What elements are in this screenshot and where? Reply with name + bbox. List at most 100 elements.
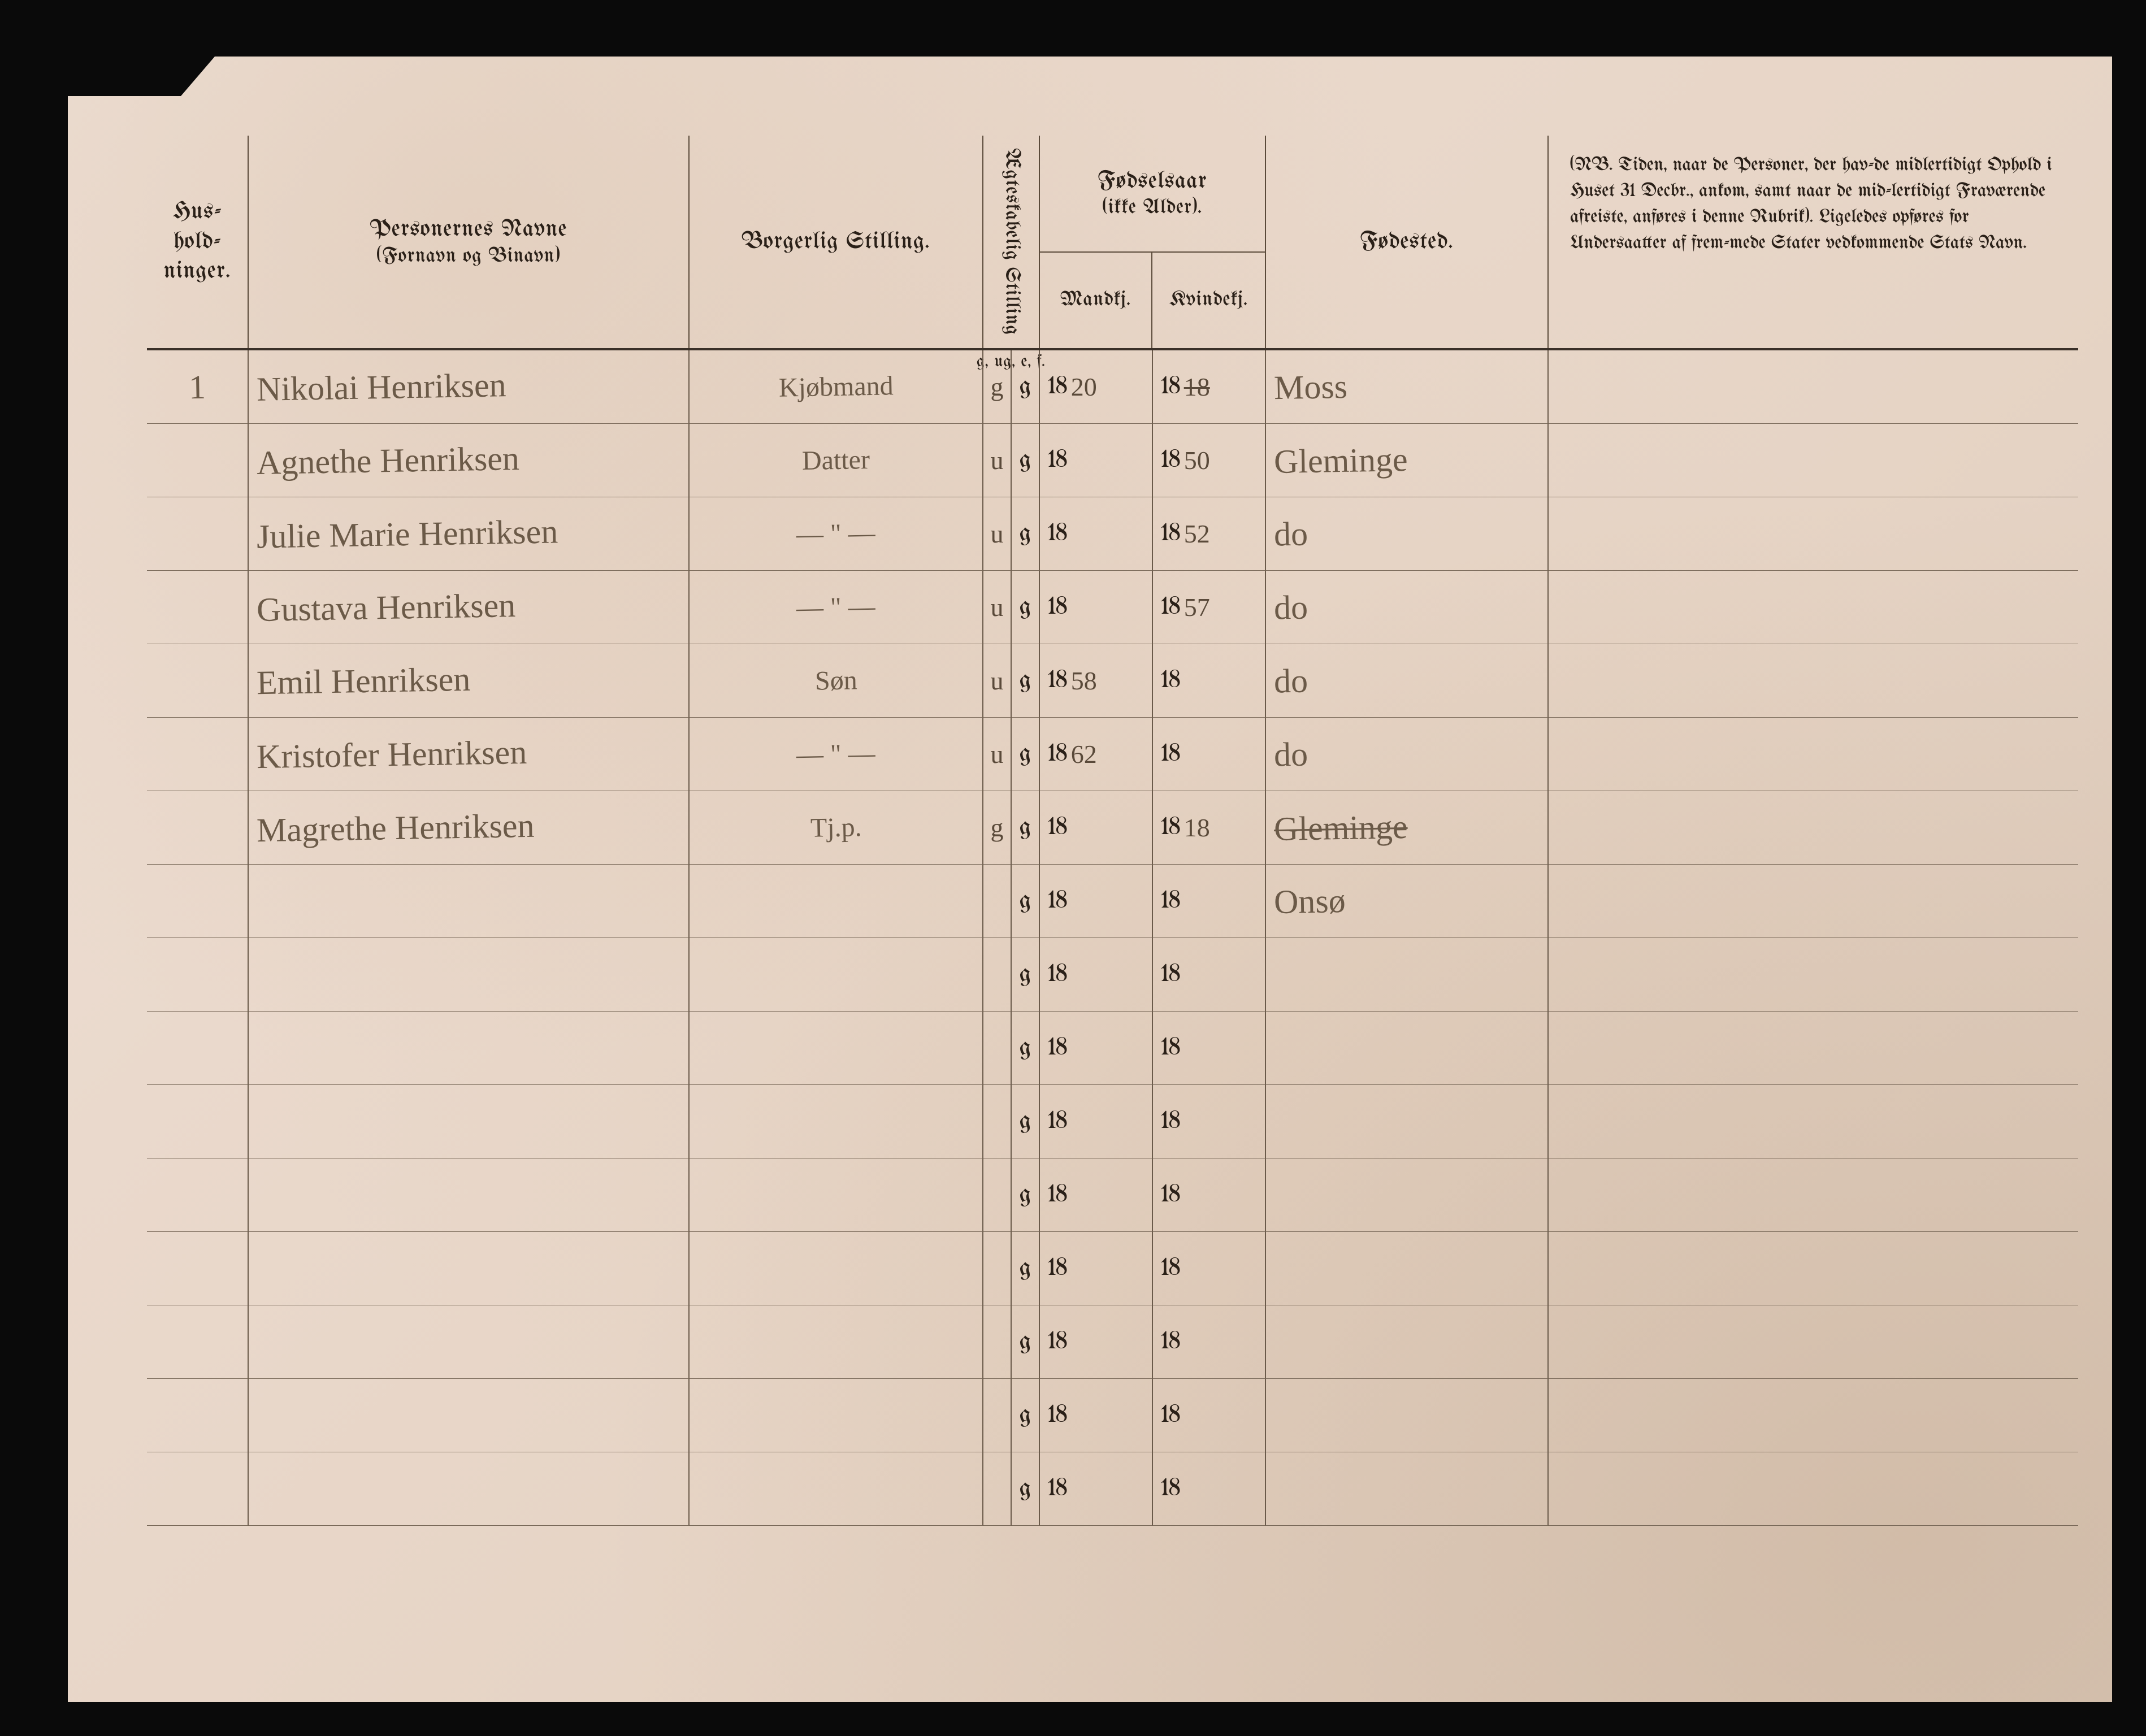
cell-stilling	[690, 1232, 983, 1305]
header-husholdninger: Hus- hold- ninger.	[147, 136, 249, 348]
cell-nb	[1549, 644, 2078, 718]
cell-mandkj: 18	[1040, 1379, 1153, 1452]
aegte-print-value: g	[1020, 374, 1031, 400]
header-stilling: Borgerlig Stilling.	[690, 136, 983, 348]
cell-aegte-print: g	[1012, 571, 1040, 644]
cell-husholdninger	[147, 644, 249, 718]
kvindekj-year-suffix: 52	[1184, 519, 1210, 549]
cell-kvindekj: 1818	[1153, 791, 1266, 865]
table-row: 1Nikolai HenriksenKjøbmandgg18201818Moss	[147, 350, 2078, 424]
cell-kvindekj: 18	[1153, 1305, 1266, 1379]
cell-aegte-hand	[983, 1452, 1012, 1526]
aegte-hand-value: g	[991, 813, 1004, 843]
stilling-value: Kjøbmand	[778, 372, 893, 402]
cell-nb	[1549, 865, 2078, 938]
cell-fodested	[1266, 1232, 1549, 1305]
aegte-print-value: g	[1020, 1476, 1031, 1502]
cell-stilling	[690, 938, 983, 1012]
cell-husholdninger	[147, 718, 249, 791]
cell-nb	[1549, 497, 2078, 571]
aegte-print-value: g	[1020, 888, 1031, 914]
cell-fodested	[1266, 1012, 1549, 1085]
cell-husholdninger: 1	[147, 350, 249, 424]
table-row: g1818	[147, 1452, 2078, 1526]
aegte-print-value: g	[1020, 668, 1031, 694]
cell-fodested: do	[1266, 571, 1549, 644]
header-aegteskabelig-label: Ægteskabelig Stilling	[1001, 148, 1022, 335]
cell-navn	[249, 1085, 690, 1158]
cell-fodested: do	[1266, 718, 1549, 791]
cell-aegte-print: g	[1012, 1232, 1040, 1305]
cell-fodested	[1266, 1085, 1549, 1158]
table-row: g1818Onsø	[147, 865, 2078, 938]
cell-navn	[249, 865, 690, 938]
stilling-value: Tj.p.	[810, 814, 861, 842]
navn-value: Magrethe Henriksen	[257, 808, 535, 847]
navn-value: Kristofer Henriksen	[257, 735, 527, 773]
cell-aegte-print: g	[1012, 865, 1040, 938]
kvindekj-year-prefix: 18	[1161, 521, 1181, 547]
cell-mandkj: 18	[1040, 1085, 1153, 1158]
cell-navn	[249, 1158, 690, 1232]
cell-mandkj: 18	[1040, 1012, 1153, 1085]
mandkj-year-prefix: 18	[1048, 374, 1068, 400]
mandkj-year-prefix: 18	[1048, 1403, 1068, 1429]
cell-mandkj: 18	[1040, 1158, 1153, 1232]
cell-kvindekj: 18	[1153, 1232, 1266, 1305]
cell-husholdninger	[147, 1452, 249, 1526]
mandkj-year-prefix: 18	[1048, 1109, 1068, 1135]
table-row: g1818	[147, 1158, 2078, 1232]
cell-mandkj: 18	[1040, 938, 1153, 1012]
cell-aegte-hand	[983, 865, 1012, 938]
cell-aegte-print: g	[1012, 1012, 1040, 1085]
cell-fodested: do	[1266, 644, 1549, 718]
cell-mandkj: 18	[1040, 865, 1153, 938]
cell-navn	[249, 1232, 690, 1305]
kvindekj-year-prefix: 18	[1161, 888, 1181, 914]
cell-mandkj: 1820	[1040, 350, 1153, 424]
cell-kvindekj: 1850	[1153, 424, 1266, 497]
cell-nb	[1549, 1305, 2078, 1379]
cell-aegte-print: g	[1012, 791, 1040, 865]
fodested-value: do	[1273, 590, 1308, 624]
table-row: g 1818	[147, 1012, 2078, 1085]
kvindekj-year-prefix: 18	[1161, 1109, 1181, 1135]
cell-fodested	[1266, 1379, 1549, 1452]
aegte-print-value: g	[1020, 1329, 1031, 1355]
aegte-hand-value: u	[991, 592, 1004, 622]
kvindekj-year-prefix: 18	[1161, 815, 1181, 841]
cell-fodested: Gleminge	[1266, 791, 1549, 865]
fodested-value: Gleminge	[1273, 809, 1408, 845]
header-navne-sublabel: (Fornavn og Binavn)	[377, 245, 561, 269]
header-kvindekj: Kvindekj.	[1152, 253, 1265, 348]
cell-husholdninger	[147, 791, 249, 865]
cell-nb	[1549, 1452, 2078, 1526]
cell-aegte-print: g	[1012, 1085, 1040, 1158]
cell-kvindekj: 18	[1153, 1012, 1266, 1085]
header-navne: Personernes Navne (Fornavn og Binavn)	[249, 136, 690, 348]
aegte-print-value: g	[1020, 594, 1031, 620]
stilling-value: Datter	[802, 446, 870, 474]
cell-kvindekj: 18	[1153, 865, 1266, 938]
cell-kvindekj: 1818	[1153, 350, 1266, 424]
mandkj-year-prefix: 18	[1048, 448, 1068, 474]
header-kvindekj-label: Kvindekj.	[1169, 288, 1248, 313]
kvindekj-year-prefix: 18	[1161, 1329, 1181, 1355]
fodested-value: do	[1273, 663, 1308, 698]
cell-stilling: — " —	[690, 718, 983, 791]
header-navne-label: Personernes Navne	[370, 215, 567, 245]
header-fodested-label: Fødested.	[1360, 227, 1454, 257]
cell-aegte-hand: g	[983, 791, 1012, 865]
aegte-print-value: g	[1020, 1256, 1031, 1282]
cell-nb	[1549, 1232, 2078, 1305]
aegte-print-value: g	[1020, 1035, 1031, 1061]
header-mandkj-label: Mandkj.	[1060, 288, 1131, 313]
cell-kvindekj: 18	[1153, 1452, 1266, 1526]
form-sheet: Hus- hold- ninger. Personernes Navne (Fo…	[68, 57, 2112, 1702]
header-aegteskabelig: Ægteskabelig Stilling g, ug, e, f.	[983, 136, 1040, 348]
navn-value: Emil Henriksen	[257, 662, 471, 700]
cell-fodested	[1266, 1158, 1549, 1232]
cell-aegte-hand	[983, 1232, 1012, 1305]
aegte-hand-value: u	[991, 519, 1004, 549]
mandkj-year-prefix: 18	[1048, 1329, 1068, 1355]
